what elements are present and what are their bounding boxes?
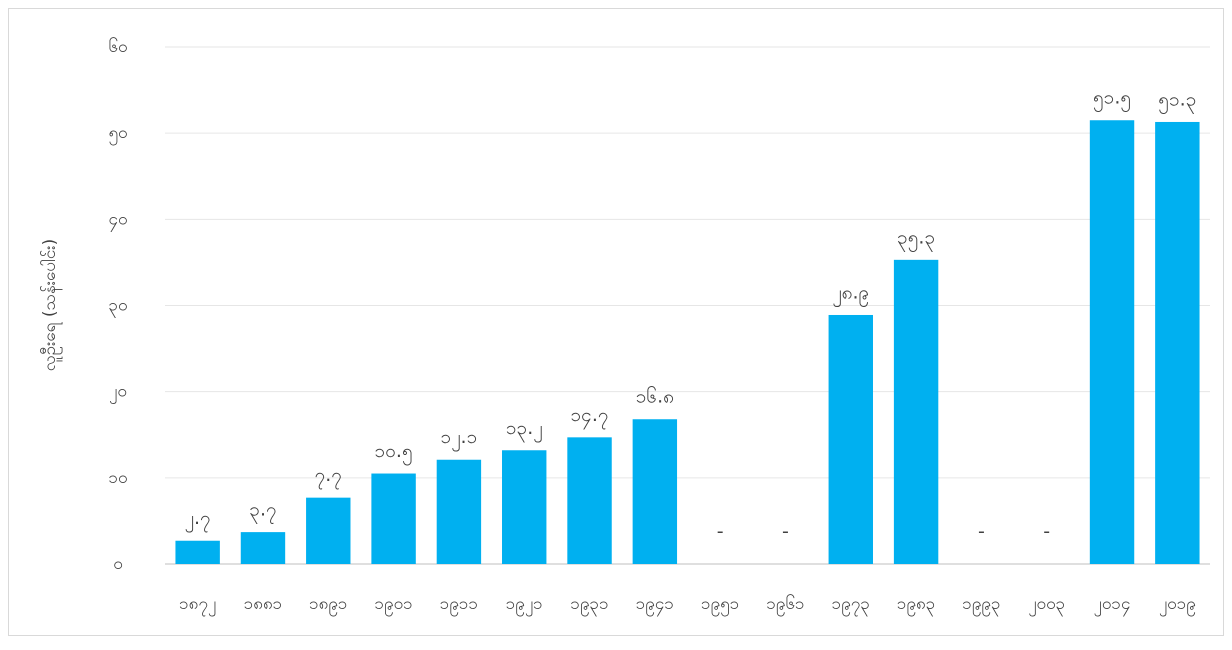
bar [175, 540, 220, 564]
value-label: ၂၈.၉ [832, 281, 869, 307]
value-label: - [978, 521, 985, 543]
y-axis-title: လူဦးရေ (သန်းပေါင်း) [39, 239, 63, 372]
value-label: ၃၅.၃ [897, 226, 935, 252]
value-label: ၁၄.၇ [570, 404, 608, 430]
value-label: - [782, 521, 789, 543]
x-tick-label: ၁၉၄၁ [636, 594, 674, 617]
bar [1155, 121, 1200, 564]
y-tick-label: ၁၀ [108, 468, 127, 488]
x-tick-label: ၂၀၁၄ [1094, 594, 1131, 617]
value-label: ၁၃.၂ [506, 417, 543, 443]
x-tick-label: ၁၉၃၁ [570, 594, 608, 617]
bar [436, 459, 482, 564]
value-label: ၁၂.၁ [441, 426, 478, 452]
bar [893, 259, 939, 564]
bar [371, 473, 416, 564]
y-tick-label: ၆၀ [108, 36, 127, 57]
bar [502, 450, 547, 564]
x-tick-label: ၂၀၀၃ [1028, 594, 1065, 617]
x-tick-label: ၁၉၁၁ [440, 594, 478, 617]
x-tick-label: ၁၈၉၁ [309, 594, 347, 617]
bar [1089, 120, 1135, 564]
x-tick-label: ၁၉၈၃ [897, 594, 935, 617]
bar [567, 437, 612, 564]
y-tick-label: ၃၀ [108, 296, 127, 319]
chart-frame [8, 8, 1224, 636]
value-label: ၂.၇ [185, 507, 211, 533]
x-tick-label: ၁၉၉၃ [962, 594, 1000, 617]
y-tick-label: ၀ [113, 554, 123, 574]
x-tick-label: ၁၉၂၁ [506, 594, 543, 617]
x-tick-label: ၁၉၆၁ [766, 593, 804, 617]
value-label: - [1043, 521, 1050, 543]
bar [828, 314, 873, 564]
x-tick-label: ၁၉၀၁ [374, 594, 412, 617]
x-tick-label: ၁၉၅၁ [701, 594, 739, 617]
x-tick-label: ၂၀၁၉ [1159, 594, 1196, 617]
value-label: ၅၁.၃ [1158, 88, 1196, 114]
x-tick-label: ၁၈၇၂ [179, 594, 216, 617]
y-tick-label: ၅၀ [108, 123, 127, 146]
value-label: - [717, 521, 724, 543]
value-label: ၁၆.၈ [636, 385, 674, 408]
bar [632, 419, 678, 564]
x-tick-label: ၁၉၇၃ [832, 594, 870, 617]
y-tick-label: ၂၀ [109, 382, 127, 405]
value-label: ၇.၇ [315, 464, 342, 490]
value-label: ၃.၇ [249, 499, 276, 525]
value-label: ၁၀.၅ [375, 440, 413, 466]
y-tick-label: ၄၀ [108, 209, 127, 232]
x-tick-label: ၁၈၈၁ [244, 594, 283, 614]
bar [306, 497, 351, 564]
value-label: ၅၁.၅ [1093, 87, 1131, 113]
bar [240, 532, 286, 564]
